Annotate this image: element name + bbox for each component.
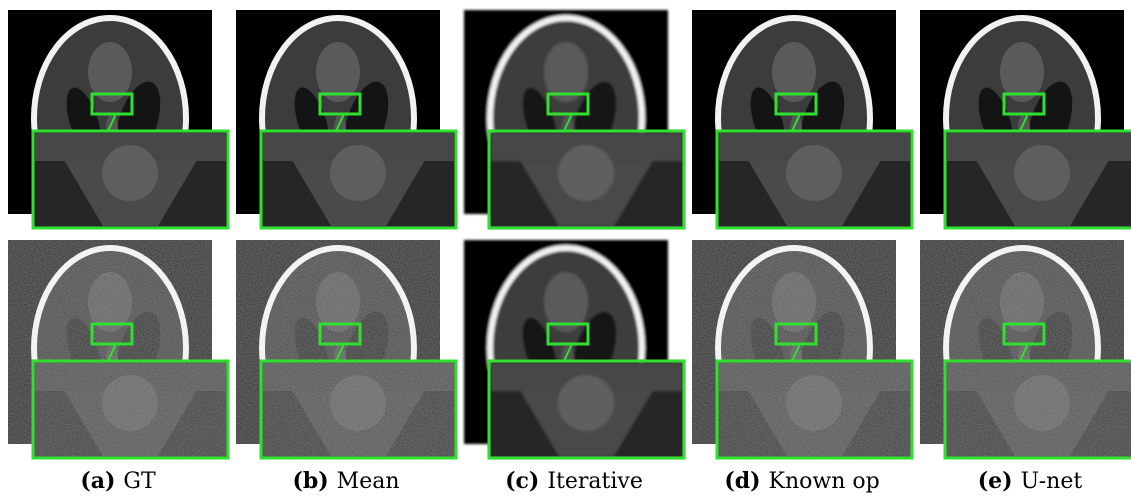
caption-label: (d) bbox=[724, 468, 760, 494]
caption-text: Known op bbox=[769, 469, 880, 494]
phantom-image bbox=[692, 10, 912, 228]
caption-text: GT bbox=[123, 469, 156, 494]
image-panel bbox=[8, 10, 228, 228]
image-panel bbox=[920, 240, 1131, 458]
zoom-inset bbox=[33, 131, 228, 228]
caption-label: (b) bbox=[292, 468, 328, 494]
image-panel bbox=[8, 240, 228, 458]
zoom-inset bbox=[261, 361, 456, 458]
phantom-image bbox=[692, 240, 912, 458]
phantom-image bbox=[464, 240, 684, 458]
zoom-inset bbox=[717, 131, 912, 228]
caption-label: (a) bbox=[80, 468, 115, 494]
image-panel bbox=[692, 10, 912, 228]
caption: (e) U-net bbox=[978, 468, 1083, 494]
zoom-inset bbox=[489, 131, 684, 228]
zoom-inset bbox=[717, 361, 912, 458]
phantom-image bbox=[236, 240, 456, 458]
caption-text: Iterative bbox=[547, 469, 643, 494]
captions: (a) GT (b) Mean (c) Iterative (d) Known op (e) U-… bbox=[80, 468, 1082, 494]
caption-text: U-net bbox=[1021, 469, 1083, 494]
image-panel bbox=[464, 10, 684, 228]
page: {"captions": [ {"label": "(a)", "text": … bbox=[0, 0, 1131, 499]
figure: (a) GT (b) Mean (c) Iterative (d) Known op (e) U-… bbox=[0, 0, 1131, 499]
caption: (a) GT bbox=[80, 468, 156, 494]
caption: (c) Iterative bbox=[505, 468, 643, 494]
zoom-inset bbox=[945, 361, 1131, 458]
zoom-inset bbox=[489, 361, 684, 458]
phantom-image bbox=[236, 10, 456, 228]
caption-text: Mean bbox=[337, 469, 400, 494]
zoom-inset bbox=[33, 361, 228, 458]
caption: (d) Known op bbox=[724, 468, 879, 494]
phantom-image bbox=[8, 240, 228, 458]
image-panel bbox=[236, 10, 456, 228]
image-panel bbox=[236, 240, 456, 458]
caption-label: (c) bbox=[505, 468, 539, 494]
panels bbox=[8, 10, 1131, 458]
caption: (b) Mean bbox=[292, 468, 399, 494]
zoom-inset bbox=[945, 131, 1131, 228]
image-panel bbox=[920, 10, 1131, 228]
image-panel bbox=[692, 240, 912, 458]
zoom-inset bbox=[261, 131, 456, 228]
image-panel bbox=[464, 240, 684, 458]
phantom-image bbox=[8, 10, 228, 228]
caption-label: (e) bbox=[978, 468, 1013, 494]
phantom-image bbox=[464, 10, 684, 228]
